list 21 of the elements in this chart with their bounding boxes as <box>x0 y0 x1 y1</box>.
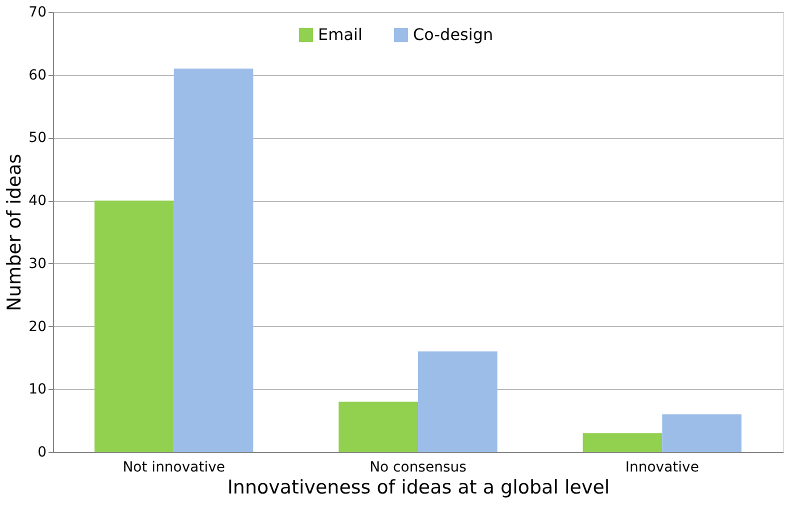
bar <box>418 351 498 452</box>
x-tick-label: Not innovative <box>122 460 226 476</box>
bar <box>174 68 254 452</box>
y-tick-label: 0 <box>38 444 46 460</box>
x-axis-title: Innovativeness of ideas at a global level <box>227 476 610 498</box>
legend-label: Email <box>318 25 362 44</box>
x-tick-label: Innovative <box>625 460 699 476</box>
bar <box>338 402 418 452</box>
y-axis-title: Number of ideas <box>4 154 26 312</box>
y-tick-label: 60 <box>28 67 46 84</box>
y-tick-label: 40 <box>28 193 46 210</box>
bar <box>662 414 742 452</box>
y-tick-label: 20 <box>28 318 46 335</box>
legend-label: Co-design <box>413 25 494 44</box>
bar <box>582 433 662 452</box>
bar <box>94 200 174 452</box>
y-tick-label: 70 <box>28 4 46 20</box>
x-tick-label: No consensus <box>370 460 466 476</box>
y-tick-label: 30 <box>28 256 46 272</box>
y-tick-label: 10 <box>28 382 46 398</box>
y-tick-label: 50 <box>28 130 46 146</box>
